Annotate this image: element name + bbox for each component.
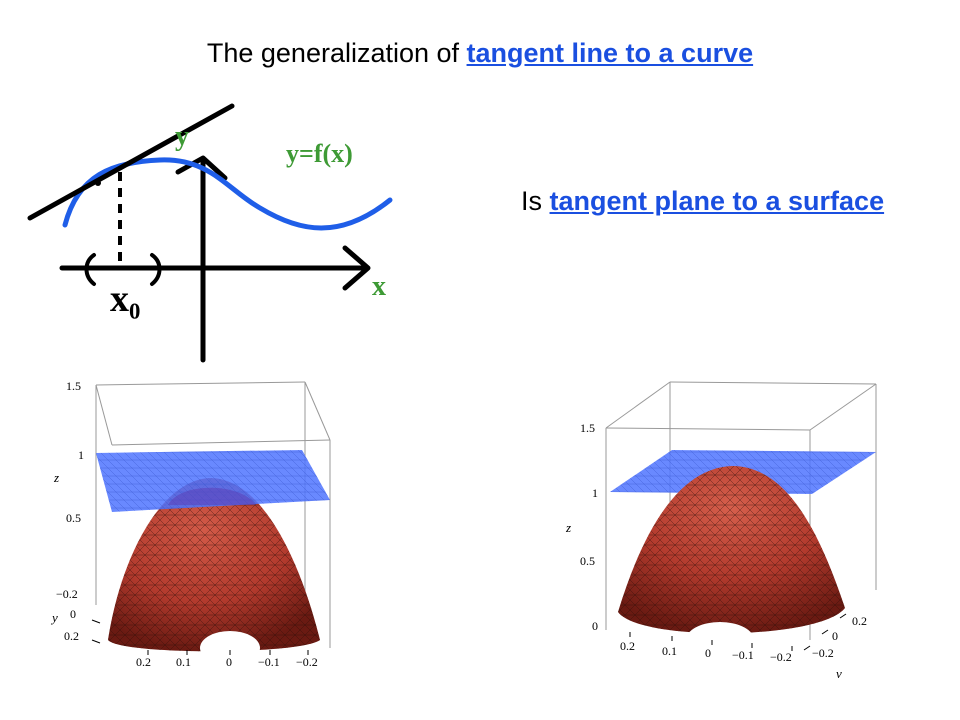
- left-3d-plot: 1.5 1 0.5 −0.2 0 0.2 0.2 0.1 0 −0.1 −0.2…: [50, 379, 331, 669]
- left-y-axis-label: y: [50, 610, 58, 625]
- tangent-point: [95, 180, 101, 186]
- right-z-tick: 0.5: [580, 554, 595, 568]
- left-y-tick: 0: [70, 607, 76, 621]
- left-z-axis-label: z: [53, 470, 59, 485]
- right-3d-plot: 1.5 1 0.5 0 0.2 0.1 0 −0.1 −0.2 0.2 0 −0…: [565, 381, 877, 681]
- right-z-tick: 1: [592, 486, 598, 500]
- right-x-tick: −0.2: [770, 650, 792, 664]
- slide-subtitle: Is tangent plane to a surface: [521, 186, 884, 217]
- right-v-tick: −0.2: [812, 646, 834, 660]
- left-surface-cutout: [200, 631, 260, 665]
- right-v-tick: 0: [832, 629, 838, 643]
- x-axis-label: x: [372, 271, 386, 302]
- right-x-tick: 0.2: [620, 639, 635, 653]
- left-x-tick: −0.2: [296, 655, 318, 669]
- left-x-tick: 0.2: [136, 655, 151, 669]
- right-x-tick: −0.1: [732, 648, 754, 662]
- title-prefix: The generalization of: [206, 38, 467, 68]
- slide-title: The generalization of tangent line to a …: [0, 38, 960, 69]
- function-curve: [62, 157, 393, 231]
- left-z-tick: 1: [78, 448, 84, 462]
- y-axis-arrow: [175, 155, 228, 181]
- right-surface-cutout: [686, 622, 754, 658]
- tangent-plane-link[interactable]: tangent plane to a surface: [549, 186, 885, 216]
- point-label: x₀: [110, 278, 140, 320]
- right-z-tick: 0: [592, 619, 598, 633]
- right-v-axis-label: v: [836, 666, 842, 681]
- left-x-tick: 0: [226, 655, 232, 669]
- tangent-line-sketch: x₀ y x y=f(x): [27, 103, 393, 363]
- right-x-tick: 0.1: [662, 644, 677, 658]
- tangent-line-link[interactable]: tangent line to a curve: [466, 38, 754, 68]
- right-z-tick: 1.5: [580, 421, 595, 435]
- right-x-tick: 0: [705, 646, 711, 660]
- tangent-line: [27, 103, 235, 221]
- left-y-tick: 0.2: [64, 629, 79, 643]
- right-paren: [150, 253, 162, 286]
- left-z-tick: 1.5: [66, 379, 81, 393]
- left-z-tick: 0.5: [66, 511, 81, 525]
- left-paren: [84, 253, 96, 286]
- y-axis-label: y: [175, 121, 189, 152]
- left-z-tick: −0.2: [56, 587, 78, 601]
- right-v-tick: 0.2: [852, 614, 867, 628]
- function-label: y=f(x): [286, 139, 353, 168]
- subtitle-prefix: Is: [521, 186, 550, 216]
- left-x-tick: 0.1: [176, 655, 191, 669]
- right-z-axis-label: z: [565, 520, 571, 535]
- x-axis-arrow: [342, 245, 371, 291]
- left-x-tick: −0.1: [258, 655, 280, 669]
